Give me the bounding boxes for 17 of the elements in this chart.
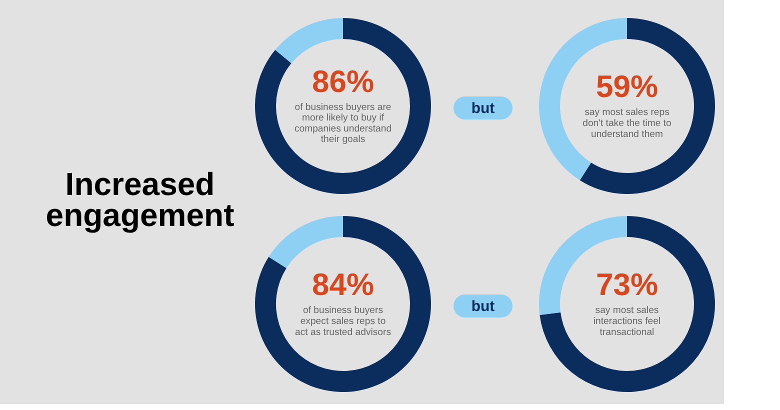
text: but (471, 100, 495, 117)
text: Increased engagement (46, 166, 235, 233)
data-label: 84% (312, 267, 374, 302)
text: but (471, 298, 495, 315)
text: say most sales reps don't take the time to understand them (582, 107, 672, 140)
donut-slice (275, 18, 343, 64)
donut-slice (580, 18, 715, 194)
donut-slice (255, 216, 431, 392)
data-label: 73% (596, 267, 658, 302)
text: say most sales interactions feel transactional (593, 305, 661, 338)
donut-slice (540, 216, 715, 392)
text: of business buyers expect sales reps to act as trusted advisors (295, 305, 392, 338)
text: of business buyers are more likely to buy if companies understand their goals (294, 102, 392, 146)
data-label: 59% (596, 69, 658, 104)
donut-slice (255, 18, 431, 194)
data-label: 86% (312, 64, 374, 99)
donut-slice (268, 216, 343, 268)
